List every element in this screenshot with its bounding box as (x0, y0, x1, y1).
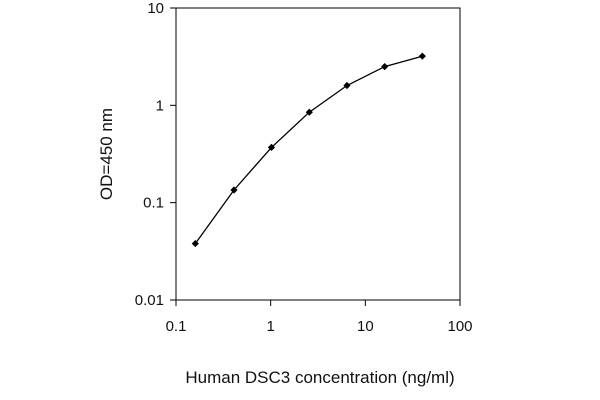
y-tick-label: 10 (147, 0, 164, 17)
data-point (267, 143, 276, 151)
plot-frame (175, 7, 461, 301)
series-line (194, 55, 423, 244)
y-tick-label: 1 (156, 97, 164, 114)
series-layer (191, 52, 426, 248)
data-point (191, 239, 199, 248)
data-point (230, 186, 238, 194)
data-point (381, 63, 389, 71)
x-tick-label: 10 (357, 318, 374, 335)
data-point (418, 52, 426, 60)
y-axis-ticks: 10 1 0.1 0.01 (135, 0, 176, 309)
x-tick-label: 100 (447, 318, 472, 335)
y-tick-label: 0.01 (135, 292, 164, 309)
x-axis-title: Human DSC3 concentration (ng/ml) (185, 368, 454, 387)
x-axis-ticks: 0.1 1 10 100 (166, 300, 473, 335)
y-axis-title: OD=450 nm (97, 108, 116, 200)
data-point (305, 108, 313, 116)
plot-frame-rect (175, 7, 461, 301)
x-tick-label: 0.1 (166, 318, 187, 335)
x-tick-label: 1 (266, 318, 274, 335)
y-tick-label: 0.1 (143, 195, 164, 212)
data-point (343, 81, 351, 90)
